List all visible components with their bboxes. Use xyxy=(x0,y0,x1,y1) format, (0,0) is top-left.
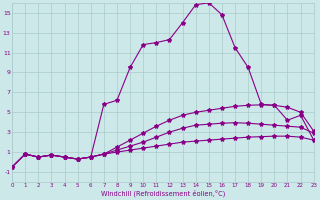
X-axis label: Windchill (Refroidissement éolien,°C): Windchill (Refroidissement éolien,°C) xyxy=(101,190,225,197)
